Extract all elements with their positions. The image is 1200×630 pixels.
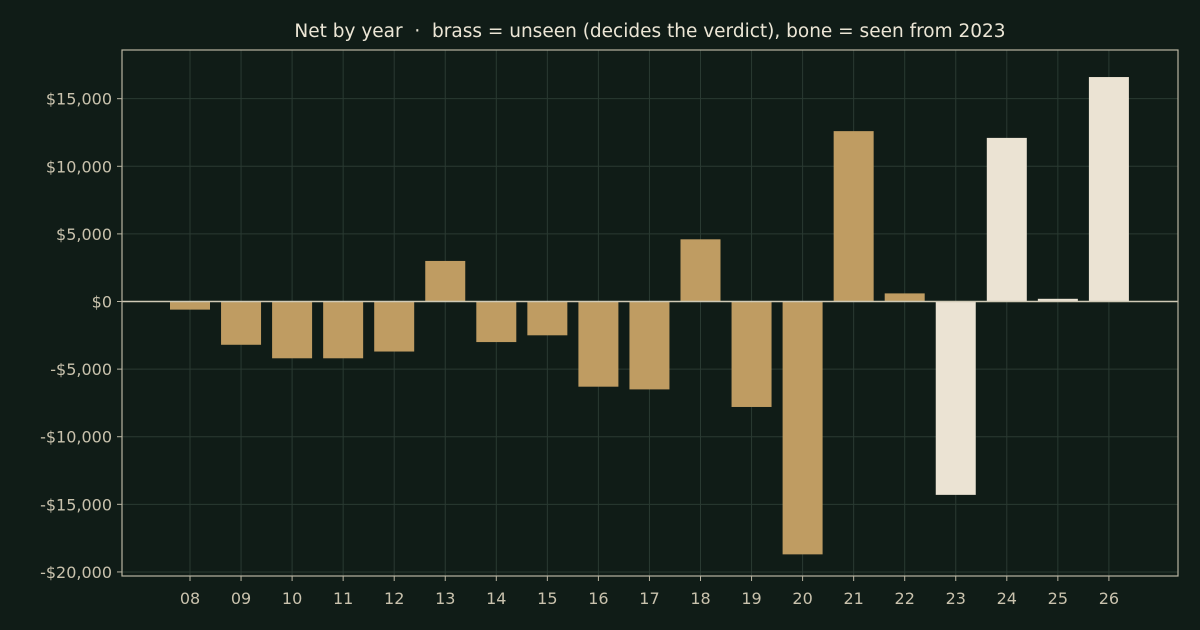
x-tick-label: 08 xyxy=(180,589,200,608)
bar-26 xyxy=(1088,77,1129,302)
plot-frame xyxy=(121,49,1179,577)
bar-11 xyxy=(323,301,364,359)
x-tick-label: 25 xyxy=(1048,589,1068,608)
x-tick-label: 24 xyxy=(997,589,1017,608)
y-tick-label: $10,000 xyxy=(46,157,112,176)
x-tick-label: 10 xyxy=(282,589,302,608)
bar-08 xyxy=(170,301,210,310)
x-tick-label: 23 xyxy=(946,589,966,608)
y-tick-label: -$20,000 xyxy=(40,563,112,582)
y-tick-label: -$10,000 xyxy=(40,428,112,447)
x-tick-label: 19 xyxy=(741,589,761,608)
x-tick-label: 21 xyxy=(843,589,863,608)
y-tick-label: -$15,000 xyxy=(40,495,112,514)
x-tick-label: 16 xyxy=(588,589,608,608)
bar-21 xyxy=(833,131,874,302)
bar-10 xyxy=(272,301,313,359)
bar-16 xyxy=(578,301,619,387)
x-tick-label: 09 xyxy=(231,589,251,608)
y-tick-label: $5,000 xyxy=(56,225,112,244)
x-tick-label: 20 xyxy=(792,589,812,608)
bar-18 xyxy=(680,239,721,302)
x-tick-label: 22 xyxy=(895,589,915,608)
x-tick-label: 18 xyxy=(690,589,710,608)
bar-17 xyxy=(629,301,670,390)
y-axis: $15,000 $10,000 $5,000 $0 -$5,000 -$10,000 -$1… xyxy=(40,90,122,582)
x-tick-label: 14 xyxy=(486,589,506,608)
x-axis: 08 09 10 11 12 13 14 15 16 17 18 19 20 21 22 23 24 25 26 xyxy=(180,576,1119,608)
bar-09 xyxy=(221,301,262,345)
x-tick-label: 12 xyxy=(384,589,404,608)
bar-24 xyxy=(986,137,1027,302)
x-tick-label: 13 xyxy=(435,589,455,608)
bar-13 xyxy=(425,260,466,302)
x-tick-label: 15 xyxy=(537,589,557,608)
bar-15 xyxy=(527,301,568,336)
bar-22 xyxy=(884,293,925,302)
x-tick-label: 17 xyxy=(639,589,659,608)
x-tick-label: 26 xyxy=(1099,589,1119,608)
bar-12 xyxy=(374,301,415,352)
bar-14 xyxy=(476,301,517,343)
y-tick-label: $15,000 xyxy=(46,90,112,109)
bar-20 xyxy=(782,301,823,555)
bar-23 xyxy=(935,301,976,495)
bar-25 xyxy=(1037,298,1078,302)
bars xyxy=(170,77,1129,555)
x-tick-label: 11 xyxy=(333,589,353,608)
y-tick-label: -$5,000 xyxy=(50,360,112,379)
chart-title: Net by year · brass = unseen (decides th… xyxy=(294,21,1005,42)
bar-19 xyxy=(731,301,772,407)
y-tick-label: $0 xyxy=(92,293,112,312)
